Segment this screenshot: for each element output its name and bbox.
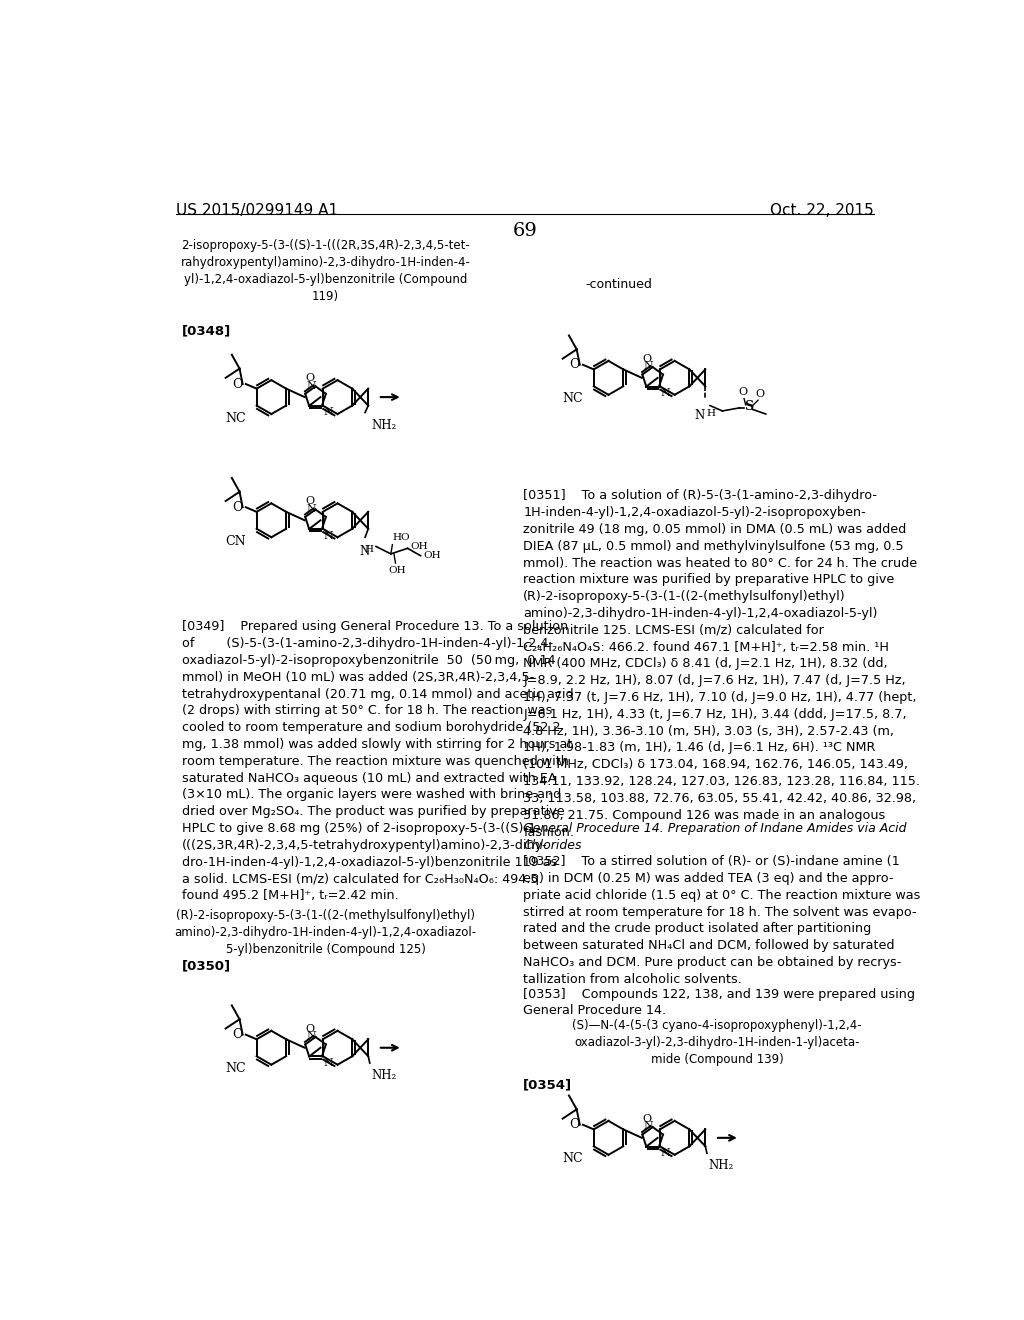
Text: 2-isopropoxy-5-(3-((S)-1-(((2R,3S,4R)-2,3,4,5-tet-
rahydroxypentyl)amino)-2,3-di: 2-isopropoxy-5-(3-((S)-1-(((2R,3S,4R)-2,…: [180, 239, 471, 304]
Text: N: N: [644, 1122, 653, 1131]
Text: NC: NC: [562, 1152, 583, 1166]
Text: [0348]: [0348]: [182, 323, 231, 337]
Text: H: H: [707, 409, 715, 417]
Text: O: O: [642, 1114, 651, 1125]
Text: [0354]: [0354]: [523, 1078, 572, 1092]
Text: NH₂: NH₂: [709, 1159, 734, 1172]
Text: O: O: [569, 1118, 580, 1131]
Text: H: H: [365, 545, 374, 554]
Text: NC: NC: [562, 392, 583, 405]
Text: NH₂: NH₂: [372, 418, 396, 432]
Text: NC: NC: [225, 1063, 246, 1076]
Text: HO: HO: [392, 533, 410, 543]
Text: OH: OH: [411, 543, 428, 552]
Text: [0351]    To a solution of (R)-5-(3-(1-amino-2,3-dihydro-
1H-inden-4-yl)-1,2,4-o: [0351] To a solution of (R)-5-(3-(1-amin…: [523, 490, 921, 838]
Text: N: N: [694, 409, 705, 421]
Text: [0349]    Prepared using General Procedure 13. To a solution
of        (S)-5-(3-: [0349] Prepared using General Procedure …: [182, 620, 573, 902]
Text: O: O: [232, 500, 243, 513]
Text: S: S: [744, 400, 754, 413]
Text: (R)-2-isopropoxy-5-(3-(1-((2-(methylsulfonyl)ethyl)
amino)-2,3-dihydro-1H-inden-: (R)-2-isopropoxy-5-(3-(1-((2-(methylsulf…: [174, 909, 477, 956]
Text: -continued: -continued: [586, 277, 652, 290]
Text: N: N: [324, 1059, 333, 1068]
Text: N: N: [644, 362, 653, 371]
Text: O: O: [755, 388, 764, 399]
Text: N: N: [324, 408, 333, 417]
Text: O: O: [232, 378, 243, 391]
Text: NH₂: NH₂: [372, 1069, 396, 1082]
Text: O: O: [305, 496, 314, 507]
Text: O: O: [569, 358, 580, 371]
Text: N: N: [359, 545, 370, 558]
Text: O: O: [232, 1028, 243, 1041]
Text: [0350]: [0350]: [182, 960, 231, 973]
Text: OH: OH: [388, 566, 406, 576]
Text: OH: OH: [423, 552, 440, 560]
Text: [0352]    To a stirred solution of (R)- or (S)-indane amine (1
eq) in DCM (0.25 : [0352] To a stirred solution of (R)- or …: [523, 855, 921, 986]
Text: O: O: [305, 1024, 314, 1034]
Text: N: N: [307, 1031, 316, 1041]
Text: N: N: [307, 504, 316, 513]
Text: O: O: [738, 387, 748, 397]
Text: 69: 69: [512, 222, 538, 239]
Text: N: N: [660, 388, 671, 399]
Text: N: N: [324, 531, 333, 541]
Text: N: N: [307, 380, 316, 391]
Text: O: O: [642, 354, 651, 364]
Text: O: O: [305, 374, 314, 383]
Text: NC: NC: [225, 412, 246, 425]
Text: General Procedure 14. Preparation of Indane Amides via Acid
Chlorides: General Procedure 14. Preparation of Ind…: [523, 822, 906, 853]
Text: CN: CN: [225, 535, 246, 548]
Text: US 2015/0299149 A1: US 2015/0299149 A1: [176, 203, 338, 218]
Text: N: N: [660, 1148, 671, 1158]
Text: (S)—N-(4-(5-(3 cyano-4-isopropoxyphenyl)-1,2,4-
oxadiazol-3-yl)-2,3-dihydro-1H-i: (S)—N-(4-(5-(3 cyano-4-isopropoxyphenyl)…: [572, 1019, 862, 1067]
Text: [0353]    Compounds 122, 138, and 139 were prepared using
General Procedure 14.: [0353] Compounds 122, 138, and 139 were …: [523, 987, 915, 1018]
Text: Oct. 22, 2015: Oct. 22, 2015: [770, 203, 873, 218]
